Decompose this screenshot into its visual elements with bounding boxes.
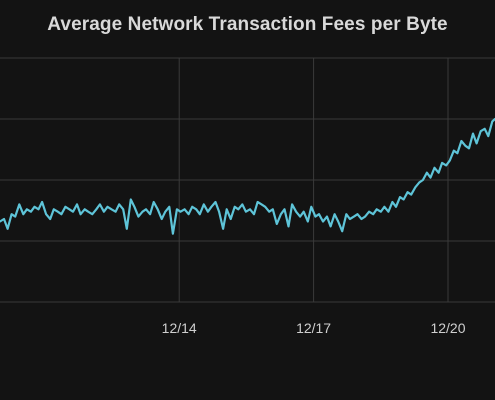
grid-layer: [0, 57, 495, 303]
x-tick-label: 12/20: [430, 320, 465, 336]
series-layer: [0, 117, 495, 235]
x-axis-ticks: 12/14 12/17 12/20: [162, 320, 466, 336]
x-tick-label: 12/14: [162, 320, 197, 336]
x-tick-label: 12/17: [296, 320, 331, 336]
series-line: [0, 117, 495, 235]
chart-title: Average Network Transaction Fees per Byt…: [47, 14, 448, 35]
